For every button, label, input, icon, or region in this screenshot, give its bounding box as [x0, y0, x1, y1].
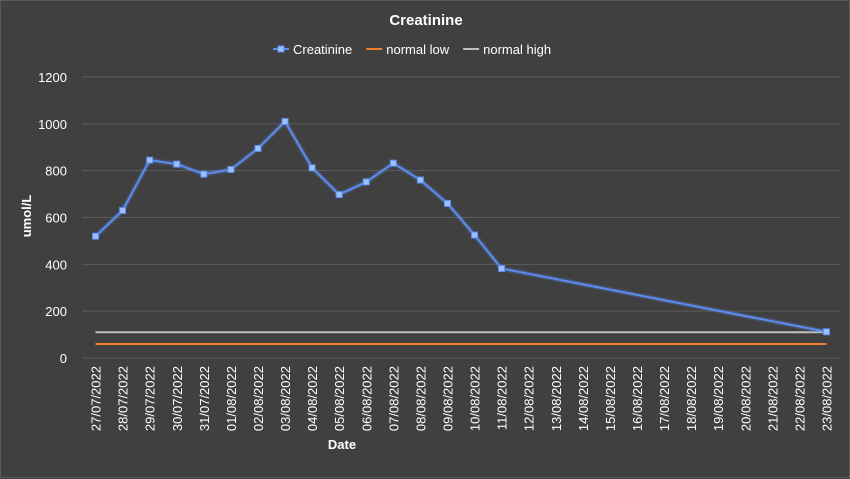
- x-tick-label: 07/08/2022: [386, 366, 401, 431]
- x-tick-label: 08/08/2022: [413, 366, 428, 431]
- x-tick-label: 09/08/2022: [440, 366, 455, 431]
- y-tick-label: 200: [45, 304, 67, 319]
- legend-label: normal low: [386, 42, 449, 57]
- data-point: [146, 156, 154, 164]
- legend-item: normal low: [366, 42, 450, 57]
- data-point: [335, 191, 343, 199]
- gridlines: [82, 76, 840, 359]
- x-tick-label: 03/08/2022: [278, 366, 293, 431]
- y-tick-label: 1200: [38, 70, 67, 85]
- x-axis-ticks: 27/07/2022 28/07/2022 29/07/2022 30/07/2022…: [89, 366, 835, 431]
- y-tick-label: 0: [60, 351, 67, 366]
- x-tick-label: 11/08/2022: [495, 366, 510, 430]
- x-tick-label: 16/08/2022: [630, 366, 645, 431]
- x-tick-label: 31/07/2022: [197, 366, 212, 431]
- legend-label: Creatinine: [293, 42, 352, 57]
- x-tick-label: 30/07/2022: [170, 366, 185, 431]
- x-tick-label: 17/08/2022: [657, 366, 672, 431]
- data-point: [92, 232, 100, 240]
- x-tick-label: 14/08/2022: [576, 366, 591, 431]
- x-tick-label: 21/08/2022: [765, 366, 780, 431]
- x-tick-label: 04/08/2022: [305, 366, 320, 431]
- data-point: [362, 178, 370, 186]
- legend-item: Creatinine: [273, 42, 352, 57]
- data-point: [443, 199, 451, 207]
- x-tick-label: 01/08/2022: [224, 366, 239, 431]
- x-tick-label: 23/08/2022: [819, 366, 834, 431]
- series-layer: [92, 117, 830, 345]
- x-tick-label: 13/08/2022: [549, 366, 564, 431]
- legend-label: normal high: [483, 42, 551, 57]
- data-point: [416, 176, 424, 184]
- y-tick-label: 400: [45, 257, 67, 272]
- legend-marker: [277, 45, 285, 53]
- y-tick-label: 600: [45, 211, 67, 226]
- x-tick-label: 15/08/2022: [603, 366, 618, 431]
- chart-title: Creatinine: [389, 12, 462, 29]
- data-point: [389, 159, 397, 167]
- x-tick-label: 20/08/2022: [738, 366, 753, 431]
- data-point: [173, 160, 181, 168]
- x-tick-label: 06/08/2022: [359, 366, 374, 431]
- series-glow: [93, 118, 827, 335]
- x-tick-label: 05/08/2022: [332, 366, 347, 431]
- x-tick-label: 02/08/2022: [251, 366, 266, 431]
- data-point: [254, 144, 262, 152]
- y-tick-label: 800: [45, 164, 67, 179]
- data-point: [200, 170, 208, 178]
- legend: Creatinine normal low normal high: [273, 42, 551, 57]
- data-point: [471, 231, 479, 239]
- data-point: [822, 328, 830, 336]
- x-tick-label: 27/07/2022: [89, 366, 104, 431]
- data-point: [119, 206, 127, 214]
- x-tick-label: 28/07/2022: [116, 366, 131, 431]
- series-line-creatinine: [94, 120, 827, 333]
- x-tick-label: 29/07/2022: [143, 366, 158, 431]
- x-tick-label: 19/08/2022: [711, 366, 726, 431]
- x-axis-label: Date: [328, 437, 356, 452]
- x-tick-label: 18/08/2022: [684, 366, 699, 431]
- y-axis-label: umol/L: [19, 195, 34, 238]
- data-point: [281, 117, 289, 125]
- y-axis-ticks: 0 200 400 600 800 1000 1200: [38, 70, 67, 366]
- x-tick-label: 22/08/2022: [792, 366, 807, 431]
- x-tick-label: 12/08/2022: [522, 366, 537, 431]
- x-tick-label: 10/08/2022: [468, 366, 483, 431]
- data-point: [498, 265, 506, 273]
- data-point: [227, 165, 235, 173]
- legend-item: normal high: [463, 42, 551, 57]
- y-tick-label: 1000: [38, 117, 67, 132]
- data-point: [308, 164, 316, 172]
